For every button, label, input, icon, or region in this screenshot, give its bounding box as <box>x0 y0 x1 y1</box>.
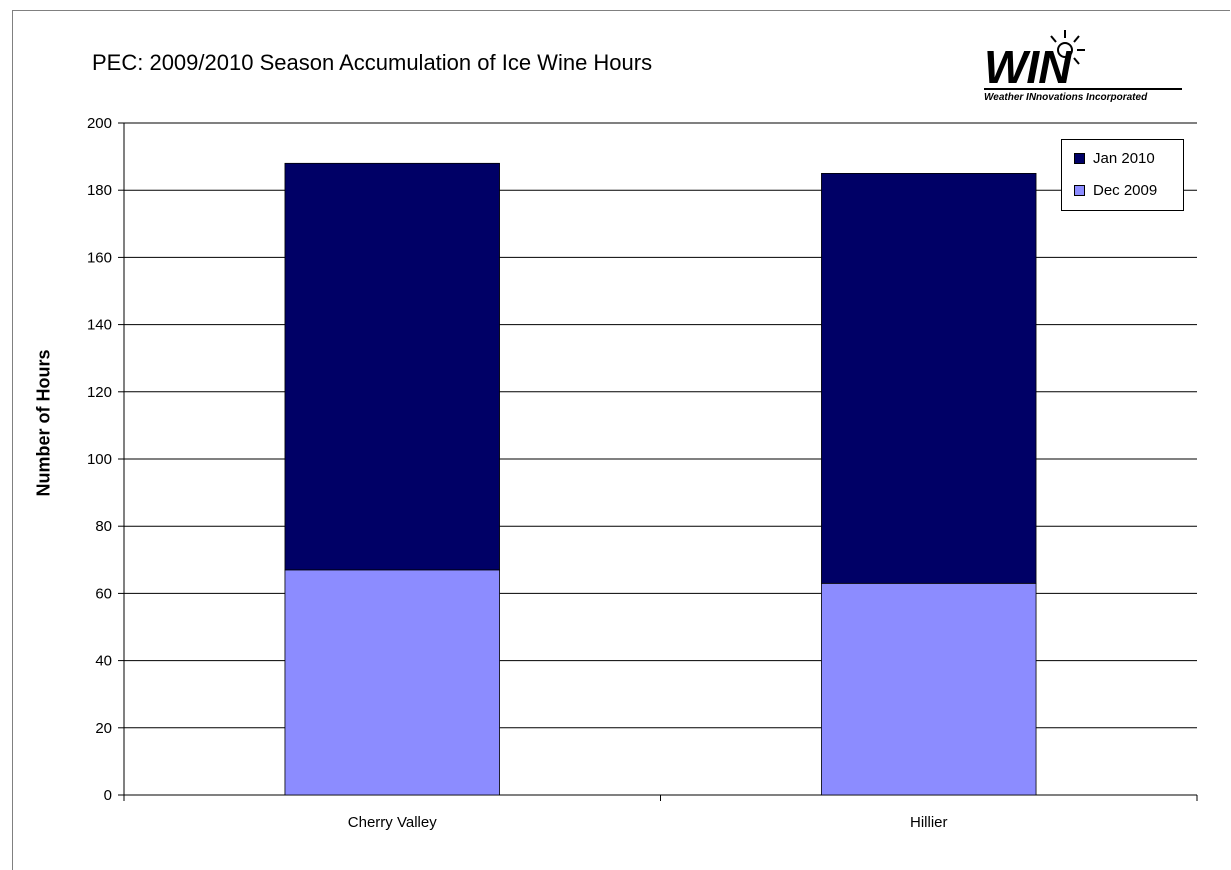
legend-swatch <box>1074 185 1085 196</box>
y-tick-label: 0 <box>104 787 112 804</box>
y-tick-label: 160 <box>87 249 112 266</box>
legend-item: Jan 2010 <box>1074 150 1155 167</box>
x-category-label: Hillier <box>910 814 948 831</box>
bar-jan-2010 <box>821 172 1037 584</box>
legend-swatch <box>1074 153 1085 164</box>
logo-wordmark: WIN <box>984 41 1071 93</box>
chart-legend: Jan 2010 Dec 2009 <box>1061 139 1184 211</box>
y-tick-label: 180 <box>87 182 112 199</box>
bar-dec-2009 <box>821 582 1037 796</box>
legend-label: Dec 2009 <box>1093 182 1158 199</box>
x-category-label: Cherry Valley <box>348 814 437 831</box>
legend-label: Jan 2010 <box>1093 150 1155 167</box>
y-tick-label: 120 <box>87 384 112 401</box>
y-tick-label: 140 <box>87 317 112 334</box>
chart-title: PEC: 2009/2010 Season Accumulation of Ic… <box>92 50 653 75</box>
y-tick-label: 200 <box>87 115 112 132</box>
y-tick-label: 60 <box>95 585 112 602</box>
win-logo: WIN Weather INnovations Incorporated <box>976 26 1186 106</box>
bar-jan-2010 <box>284 162 500 571</box>
y-tick-label: 80 <box>95 518 112 535</box>
y-tick-label: 40 <box>95 653 112 670</box>
y-tick-label: 20 <box>95 720 112 737</box>
bar-dec-2009 <box>284 569 500 796</box>
logo-underline <box>984 88 1182 90</box>
legend-item: Dec 2009 <box>1074 182 1157 199</box>
sun-icon <box>1050 30 1085 65</box>
y-tick-label: 100 <box>87 451 112 468</box>
logo-tagline: Weather INnovations Incorporated <box>984 92 1148 103</box>
chart-frame <box>12 10 1230 870</box>
chart-plot-area: 0 20 40 60 80 100 120 140 160 180 200 Cherry Valley… <box>87 115 1198 831</box>
